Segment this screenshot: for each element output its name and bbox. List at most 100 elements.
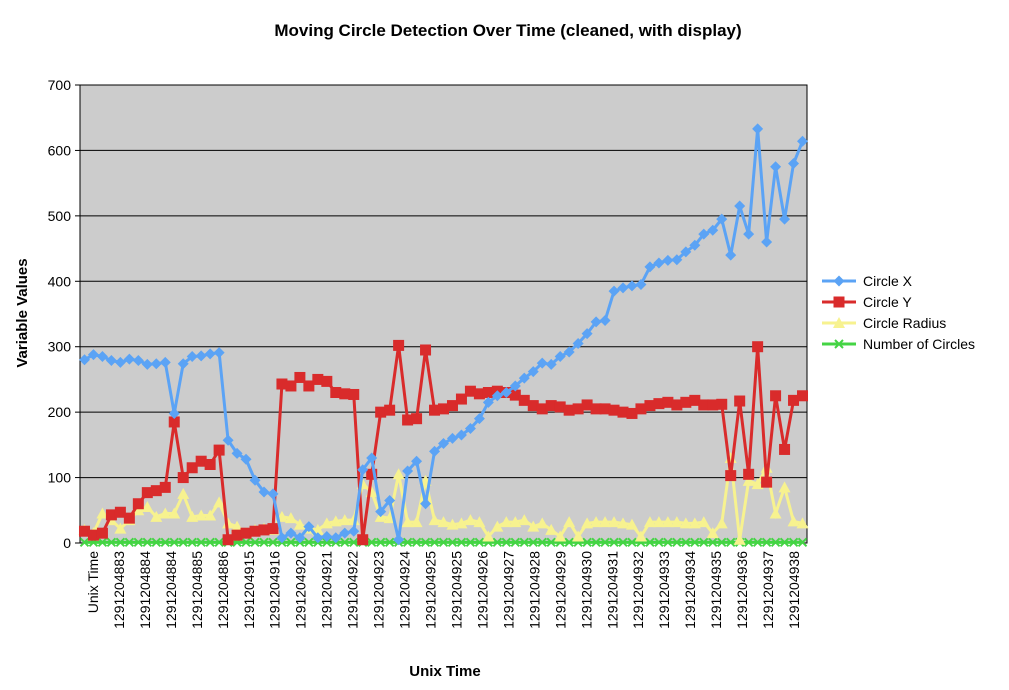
x-tick-label: 1291204935 (708, 551, 724, 629)
data-point (464, 423, 476, 434)
x-tick-label: 1291204883 (111, 551, 127, 629)
data-point (420, 344, 432, 356)
data-point (312, 373, 324, 385)
data-point (833, 275, 845, 287)
data-point (348, 388, 360, 400)
data-point (670, 516, 683, 528)
data-point (438, 537, 449, 548)
data-point (680, 246, 692, 258)
data-point (563, 516, 576, 528)
x-tick-label: 1291204932 (630, 551, 646, 629)
x-tick-label: 1291204930 (578, 551, 594, 629)
data-point (393, 534, 405, 546)
data-point (160, 537, 170, 548)
data-point (545, 358, 557, 370)
data-point (375, 406, 387, 418)
data-point (743, 468, 755, 480)
data-point (717, 537, 727, 548)
data-point (384, 494, 396, 506)
data-point (518, 514, 531, 526)
data-point (599, 516, 612, 528)
data-point (546, 537, 556, 548)
data-point (114, 356, 126, 368)
data-point (195, 350, 207, 362)
data-point (608, 285, 620, 297)
data-point (78, 354, 90, 366)
data-point (617, 406, 629, 418)
data-point (204, 348, 216, 360)
data-point (609, 537, 619, 548)
data-point (618, 537, 628, 548)
x-tick-label: 1291204922 (345, 551, 361, 629)
data-point (338, 514, 351, 526)
y-tick-label: 500 (48, 208, 72, 224)
data-point (733, 533, 746, 545)
data-point (286, 537, 296, 548)
data-point (375, 506, 387, 518)
legend-label: Circle Radius (863, 315, 946, 331)
data-point (715, 517, 728, 529)
series-number-of-circles (79, 537, 808, 548)
data-point (572, 337, 584, 349)
data-point (456, 537, 467, 548)
data-point (168, 407, 180, 419)
data-point (195, 455, 207, 467)
data-point (743, 228, 755, 240)
data-point (464, 385, 476, 397)
data-point (178, 537, 188, 548)
data-point (186, 510, 199, 522)
x-tick-label: 1291204934 (682, 551, 698, 629)
data-point (518, 394, 530, 406)
data-point (240, 527, 252, 539)
data-point (590, 316, 602, 328)
x-tick-label: 1291204884 (137, 551, 153, 629)
data-point (402, 465, 414, 477)
data-point (349, 537, 359, 548)
data-point (294, 532, 306, 544)
data-point (474, 537, 485, 548)
data-point (259, 537, 269, 548)
y-tick-label: 300 (48, 339, 72, 355)
data-point (132, 498, 144, 510)
data-point (123, 512, 135, 524)
data-point (663, 537, 673, 548)
y-tick-label: 100 (48, 470, 72, 486)
data-point (159, 481, 171, 493)
x-tick-label: 1291204923 (371, 551, 387, 629)
data-point (697, 516, 710, 528)
chart-title: Moving Circle Detection Over Time (clean… (274, 21, 741, 40)
data-point (411, 413, 423, 425)
data-point (582, 537, 592, 548)
data-point (240, 453, 252, 465)
data-point (222, 517, 235, 529)
data-point (797, 390, 809, 402)
x-tick-label: 1291204925 (448, 551, 464, 629)
data-point (114, 506, 126, 518)
data-point (132, 504, 145, 516)
data-point (473, 413, 485, 425)
data-point (645, 537, 655, 548)
data-point (114, 522, 127, 534)
data-point (617, 517, 630, 529)
data-point (536, 403, 548, 415)
data-point (231, 529, 243, 541)
data-point (752, 537, 763, 548)
data-point (410, 516, 423, 528)
data-point (509, 516, 522, 528)
x-tick-label: 1291204921 (319, 551, 335, 629)
data-point (833, 317, 845, 328)
data-point (330, 532, 342, 544)
data-point (751, 478, 764, 490)
data-point (115, 537, 126, 548)
data-point (518, 372, 530, 384)
data-point (510, 537, 521, 548)
data-point (779, 213, 791, 225)
legend-label: Circle X (863, 273, 913, 289)
data-point (402, 414, 414, 426)
data-point (293, 518, 306, 530)
data-point (725, 249, 737, 261)
legend-label: Number of Circles (863, 336, 975, 352)
data-point (438, 438, 449, 450)
data-point (527, 520, 540, 532)
data-point (97, 537, 108, 548)
